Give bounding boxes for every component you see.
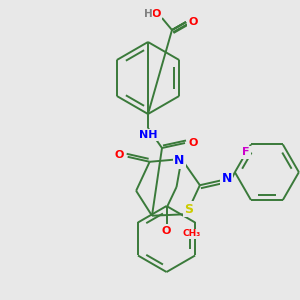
Text: CH₃: CH₃ <box>182 230 201 238</box>
Text: O: O <box>162 226 171 236</box>
Text: O: O <box>188 17 198 27</box>
Text: N: N <box>174 154 185 167</box>
Text: F: F <box>242 148 250 158</box>
Text: O: O <box>115 150 124 160</box>
Text: O: O <box>188 138 198 148</box>
Text: NH: NH <box>139 130 157 140</box>
Text: S: S <box>184 203 193 216</box>
Text: O: O <box>151 9 161 19</box>
Text: N: N <box>222 172 232 185</box>
Text: H: H <box>144 9 152 19</box>
